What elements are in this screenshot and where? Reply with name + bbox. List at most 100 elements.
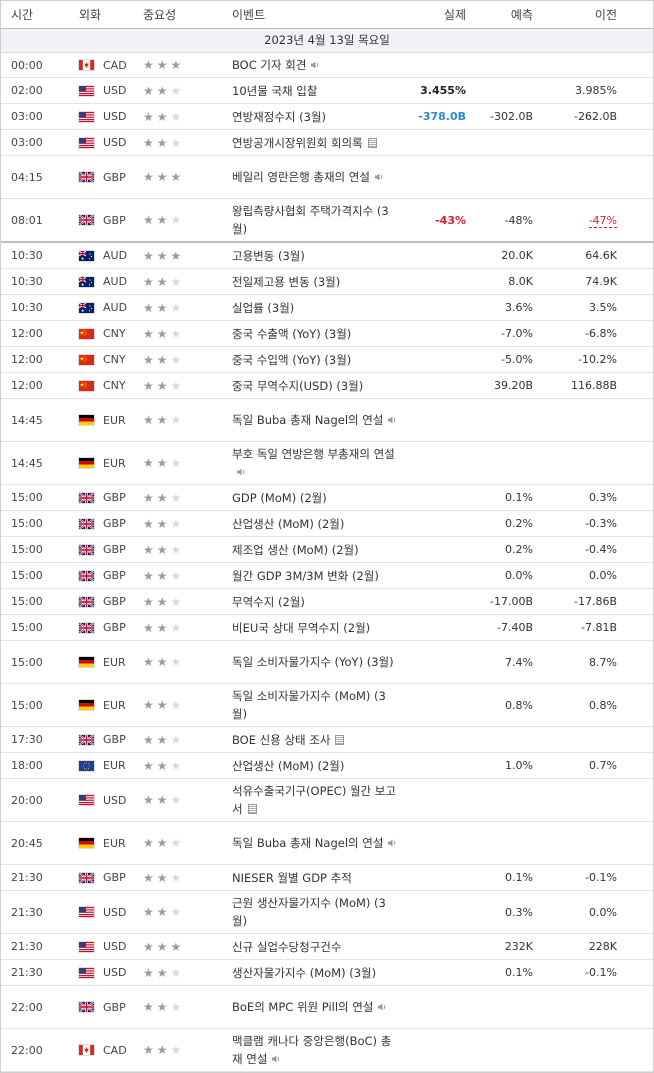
event-name[interactable]: 제조업 생산 (MoM) (2월)	[232, 542, 359, 557]
event-name[interactable]: 무역수지 (2월)	[232, 594, 305, 609]
table-row[interactable]: 15:00 GBP ★★★ 무역수지 (2월) -17.00B -17.86B	[1, 589, 653, 615]
header-time[interactable]: 시간	[11, 8, 34, 22]
event-name[interactable]: 전일제고용 변동 (3월)	[232, 274, 341, 289]
event-name[interactable]: GDP (MoM) (2월)	[232, 490, 327, 505]
event-name-cell[interactable]: 독일 소비자물가지수 (MoM) (3월)	[228, 687, 404, 723]
header-currency[interactable]: 외화	[79, 8, 102, 22]
table-row[interactable]: 22:00 GBP ★★★ BoE의 MPC 위원 Pill의 연설	[1, 986, 653, 1029]
event-name-cell[interactable]: 연방재정수지 (3월)	[228, 108, 404, 126]
speaker-icon[interactable]	[377, 999, 387, 1011]
table-row[interactable]: 00:00 CAD ★★★ BOC 기자 회견	[1, 53, 653, 78]
table-row[interactable]: 15:00 GBP ★★★ 월간 GDP 3M/3M 변화 (2월) 0.0% 0.0%	[1, 563, 653, 589]
speaker-icon[interactable]	[236, 464, 246, 476]
event-name-cell[interactable]: 부호 독일 연방은행 부총재의 연설	[228, 445, 404, 481]
event-name-cell[interactable]: 실업률 (3월)	[228, 299, 404, 317]
event-name-cell[interactable]: 독일 소비자물가지수 (YoY) (3월)	[228, 653, 404, 671]
event-name-cell[interactable]: 산업생산 (MoM) (2월)	[228, 757, 404, 775]
event-name-cell[interactable]: 산업생산 (MoM) (2월)	[228, 515, 404, 533]
table-row[interactable]: 15:00 GBP ★★★ 제조업 생산 (MoM) (2월) 0.2% -0.4%	[1, 537, 653, 563]
event-name[interactable]: 고용변동 (3월)	[232, 248, 305, 263]
table-row[interactable]: 14:45 EUR ★★★ 독일 Buba 총재 Nagel의 연설	[1, 399, 653, 442]
event-name[interactable]: 연방재정수지 (3월)	[232, 109, 327, 124]
event-name[interactable]: 실업률 (3월)	[232, 300, 295, 315]
table-row[interactable]: 15:00 GBP ★★★ 산업생산 (MoM) (2월) 0.2% -0.3%	[1, 511, 653, 537]
event-name-cell[interactable]: 근원 생산자물가지수 (MoM) (3월)	[228, 894, 404, 930]
table-row[interactable]: 15:00 EUR ★★★ 독일 소비자물가지수 (MoM) (3월) 0.8% 0.8%	[1, 684, 653, 727]
event-name-cell[interactable]: 생산자물가지수 (MoM) (3월)	[228, 964, 404, 982]
event-name[interactable]: 중국 무역수지(USD) (3월)	[232, 378, 364, 393]
event-name[interactable]: 신규 실업수당청구건수	[232, 939, 342, 954]
speaker-icon[interactable]	[387, 412, 397, 424]
table-row[interactable]: 12:00 CNY ★★★ 중국 무역수지(USD) (3월) 39.20B 116.88…	[1, 373, 653, 399]
event-name-cell[interactable]: 전일제고용 변동 (3월)	[228, 273, 404, 291]
event-name-cell[interactable]: 무역수지 (2월)	[228, 593, 404, 611]
speaker-icon[interactable]	[374, 169, 384, 181]
event-name-cell[interactable]: 비EU국 상대 무역수지 (2월)	[228, 619, 404, 637]
event-name[interactable]: BOE 신용 상태 조사	[232, 732, 331, 747]
event-name-cell[interactable]: 중국 무역수지(USD) (3월)	[228, 377, 404, 395]
event-name-cell[interactable]: BOC 기자 회견	[228, 56, 404, 74]
table-row[interactable]: 20:00 USD ★★★ 석유수출국기구(OPEC) 월간 보고서	[1, 779, 653, 822]
event-name[interactable]: 산업생산 (MoM) (2월)	[232, 758, 345, 773]
event-name[interactable]: 중국 수입액 (YoY) (3월)	[232, 352, 352, 367]
table-row[interactable]: 15:00 GBP ★★★ 비EU국 상대 무역수지 (2월) -7.40B -7.81B	[1, 615, 653, 641]
event-name-cell[interactable]: 월간 GDP 3M/3M 변화 (2월)	[228, 567, 404, 585]
table-row[interactable]: 12:00 CNY ★★★ 중국 수입액 (YoY) (3월) -5.0% -10.2%	[1, 347, 653, 373]
table-row[interactable]: 12:00 CNY ★★★ 중국 수출액 (YoY) (3월) -7.0% -6.8%	[1, 321, 653, 347]
table-row[interactable]: 21:30 USD ★★★ 신규 실업수당청구건수 232K 228K	[1, 934, 653, 960]
table-row[interactable]: 10:30 AUD ★★★ 실업률 (3월) 3.6% 3.5%	[1, 295, 653, 321]
table-row[interactable]: 17:30 GBP ★★★ BOE 신용 상태 조사	[1, 727, 653, 753]
event-name[interactable]: 월간 GDP 3M/3M 변화 (2월)	[232, 568, 379, 583]
event-name-cell[interactable]: 제조업 생산 (MoM) (2월)	[228, 541, 404, 559]
event-name[interactable]: 10년물 국채 입찰	[232, 83, 318, 98]
header-actual[interactable]: 실제	[443, 8, 466, 22]
event-name[interactable]: 맥클램 캐나다 중앙은행(BoC) 총재 연설	[232, 1034, 392, 1066]
event-name[interactable]: 독일 Buba 총재 Nagel의 연설	[232, 413, 384, 427]
event-name[interactable]: NIESER 월별 GDP 추적	[232, 870, 352, 885]
header-event[interactable]: 이벤트	[232, 8, 266, 22]
event-name[interactable]: 근원 생산자물가지수 (MoM) (3월)	[232, 896, 386, 928]
event-name-cell[interactable]: 독일 Buba 총재 Nagel의 연설	[228, 834, 404, 852]
event-name-cell[interactable]: 중국 수입액 (YoY) (3월)	[228, 351, 404, 369]
event-name[interactable]: BoE의 MPC 위원 Pill의 연설	[232, 1000, 374, 1014]
event-name[interactable]: 중국 수출액 (YoY) (3월)	[232, 326, 352, 341]
speaker-icon[interactable]	[271, 1051, 281, 1063]
table-row[interactable]: 14:45 EUR ★★★ 부호 독일 연방은행 부총재의 연설	[1, 442, 653, 485]
event-name-cell[interactable]: 맥클램 캐나다 중앙은행(BoC) 총재 연설	[228, 1032, 404, 1068]
event-name[interactable]: 부호 독일 연방은행 부총재의 연설	[232, 447, 395, 461]
event-name[interactable]: 베일리 영란은행 총재의 연설	[232, 170, 370, 184]
header-importance[interactable]: 중요성	[143, 8, 177, 22]
speaker-icon[interactable]	[310, 57, 320, 69]
table-row[interactable]: 21:30 GBP ★★★ NIESER 월별 GDP 추적 0.1% -0.1%	[1, 865, 653, 891]
table-row[interactable]: 15:00 GBP ★★★ GDP (MoM) (2월) 0.1% 0.3%	[1, 485, 653, 511]
header-previous[interactable]: 이전	[594, 8, 617, 22]
event-name[interactable]: 생산자물가지수 (MoM) (3월)	[232, 965, 377, 980]
table-row[interactable]: 10:30 AUD ★★★ 전일제고용 변동 (3월) 8.0K 74.9K	[1, 269, 653, 295]
table-row[interactable]: 22:00 CAD ★★★ 맥클램 캐나다 중앙은행(BoC) 총재 연설	[1, 1029, 653, 1072]
table-row[interactable]: 15:00 EUR ★★★ 독일 소비자물가지수 (YoY) (3월) 7.4% 8.7%	[1, 641, 653, 684]
event-name-cell[interactable]: 신규 실업수당청구건수	[228, 938, 404, 956]
event-name[interactable]: 석유수출국기구(OPEC) 월간 보고서	[232, 784, 396, 816]
table-row[interactable]: 21:30 USD ★★★ 생산자물가지수 (MoM) (3월) 0.1% -0.1%	[1, 960, 653, 986]
table-row[interactable]: 04:15 GBP ★★★ 베일리 영란은행 총재의 연설	[1, 156, 653, 199]
event-name-cell[interactable]: 독일 Buba 총재 Nagel의 연설	[228, 411, 404, 429]
table-row[interactable]: 03:00 USD ★★★ 연방재정수지 (3월) -378.0B -302.0B -262…	[1, 104, 653, 130]
event-name[interactable]: 독일 Buba 총재 Nagel의 연설	[232, 836, 384, 850]
event-name-cell[interactable]: 고용변동 (3월)	[228, 247, 404, 265]
table-row[interactable]: 20:45 EUR ★★★ 독일 Buba 총재 Nagel의 연설	[1, 822, 653, 865]
table-row[interactable]: 18:00 EUR ★★★ 산업생산 (MoM) (2월) 1.0% 0.7%	[1, 753, 653, 779]
table-row[interactable]: 21:30 USD ★★★ 근원 생산자물가지수 (MoM) (3월) 0.3% 0.0%	[1, 891, 653, 934]
event-name-cell[interactable]: BoE의 MPC 위원 Pill의 연설	[228, 998, 404, 1016]
document-icon[interactable]	[247, 804, 257, 814]
event-name[interactable]: BOC 기자 회견	[232, 58, 307, 72]
event-name-cell[interactable]: 베일리 영란은행 총재의 연설	[228, 168, 404, 186]
event-name-cell[interactable]: 중국 수출액 (YoY) (3월)	[228, 325, 404, 343]
table-row[interactable]: 10:30 AUD ★★★ 고용변동 (3월) 20.0K 64.6K	[1, 243, 653, 269]
event-name-cell[interactable]: NIESER 월별 GDP 추적	[228, 869, 404, 887]
event-name[interactable]: 독일 소비자물가지수 (YoY) (3월)	[232, 655, 394, 669]
speaker-icon[interactable]	[387, 835, 397, 847]
event-name[interactable]: 산업생산 (MoM) (2월)	[232, 516, 345, 531]
header-forecast[interactable]: 예측	[510, 8, 533, 22]
event-name-cell[interactable]: BOE 신용 상태 조사	[228, 731, 404, 749]
event-name[interactable]: 연방공개시장위원회 회의록	[232, 135, 363, 150]
